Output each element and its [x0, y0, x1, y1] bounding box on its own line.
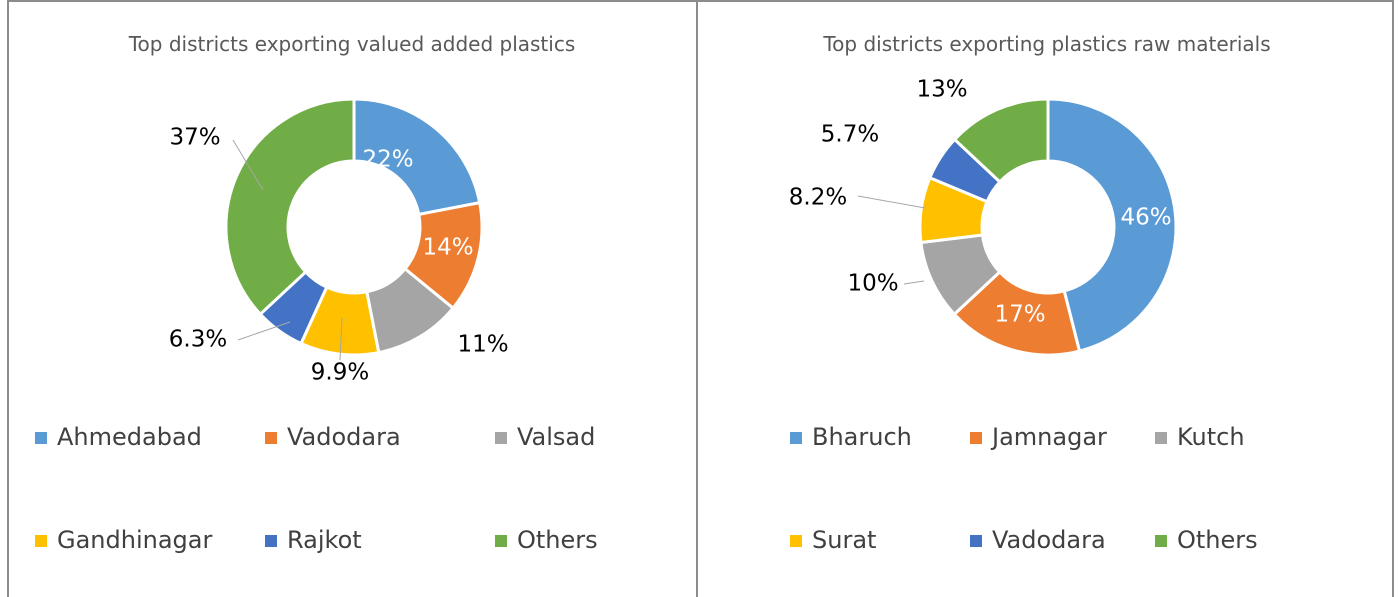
data-label: 8.2% — [789, 185, 847, 211]
data-label: 14% — [422, 235, 473, 261]
legend-swatch — [265, 535, 277, 547]
legend-label: Others — [517, 526, 598, 554]
leader-line — [857, 195, 926, 209]
data-label: 6.3% — [169, 327, 227, 353]
leader-line — [339, 317, 343, 361]
donut-slice — [1046, 97, 1178, 353]
data-label: 37% — [169, 125, 220, 151]
legend-swatch — [265, 432, 277, 444]
legend-label: Ahmedabad — [57, 423, 202, 451]
legend-label: Vadodara — [287, 423, 401, 451]
leader-line — [237, 321, 291, 341]
leader-line — [232, 139, 264, 191]
legend-swatch — [970, 432, 982, 444]
donut-slice — [224, 97, 356, 317]
data-label: 9.9% — [311, 360, 369, 386]
data-label: 11% — [457, 332, 508, 358]
legend-label: Others — [1177, 526, 1258, 554]
legend-label: Vadodara — [992, 526, 1106, 554]
panel-border — [696, 0, 1394, 597]
legend-label: Surat — [812, 526, 876, 554]
legend-swatch — [35, 432, 47, 444]
legend-label: Jamnagar — [990, 423, 1107, 451]
legend-swatch — [35, 535, 47, 547]
legend-swatch — [495, 432, 507, 444]
legend-swatch — [1155, 535, 1167, 547]
data-label: 17% — [994, 302, 1045, 328]
data-label: 5.7% — [821, 122, 879, 148]
legend-label: Gandhinagar — [57, 526, 212, 554]
legend-label: Rajkot — [287, 526, 362, 554]
legend-label: Kutch — [1177, 423, 1245, 451]
chart-title: Top districts exporting valued added pla… — [128, 32, 576, 56]
data-label: 22% — [362, 147, 413, 173]
legend-swatch — [790, 535, 802, 547]
chart-title: Top districts exporting plastics raw mat… — [823, 32, 1271, 56]
donut-slice — [352, 97, 482, 217]
legend-swatch — [970, 535, 982, 547]
legend-swatch — [495, 535, 507, 547]
legend-label: Bharuch — [812, 423, 912, 451]
data-label: 46% — [1120, 205, 1171, 231]
legend-label: Valsad — [517, 423, 595, 451]
donut-slice — [952, 97, 1050, 184]
data-label: 13% — [916, 77, 967, 103]
data-label: 10% — [847, 271, 898, 297]
leader-line — [903, 280, 925, 285]
legend-swatch — [790, 432, 802, 444]
legend-swatch — [1155, 432, 1167, 444]
